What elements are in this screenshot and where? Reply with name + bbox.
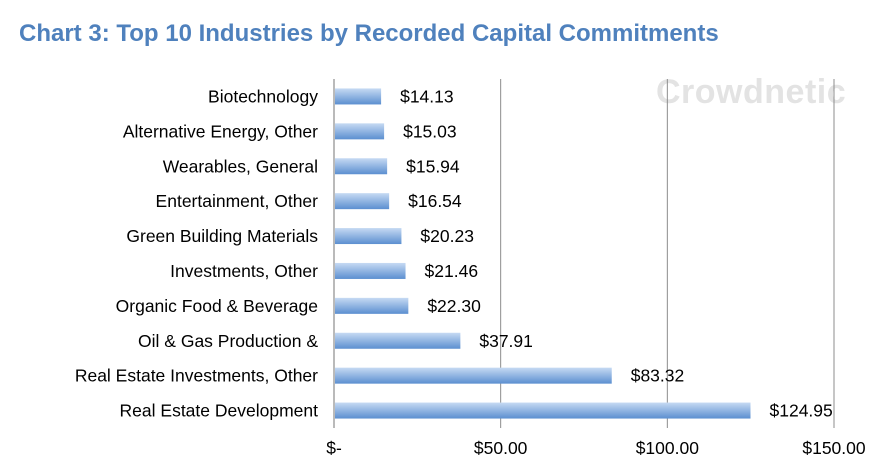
value-label: $20.23: [420, 226, 474, 246]
category-label: Entertainment, Other: [156, 191, 319, 211]
category-label: Oil & Gas Production &: [138, 331, 318, 351]
crowdnetic-watermark: Crowdnetic: [656, 73, 847, 111]
bar: [335, 158, 388, 175]
category-label: Wearables, General: [163, 156, 318, 176]
bar: [335, 402, 751, 419]
value-label: $83.32: [631, 366, 685, 386]
category-label: Real Estate Investments, Other: [75, 366, 318, 386]
value-label: $15.03: [403, 121, 457, 141]
category-label: Real Estate Development: [120, 401, 319, 421]
value-label: $15.94: [406, 156, 460, 176]
category-label: Alternative Energy, Other: [123, 121, 318, 141]
value-label: $14.13: [400, 86, 454, 106]
category-label: Biotechnology: [208, 86, 318, 106]
bar: [335, 88, 382, 105]
category-label: Green Building Materials: [126, 226, 318, 246]
bar: [335, 332, 461, 349]
category-label: Investments, Other: [170, 261, 318, 281]
x-tick-label: $150.00: [802, 438, 866, 458]
category-label: Organic Food & Beverage: [116, 296, 318, 316]
value-label: $21.46: [425, 261, 479, 281]
value-label: $37.91: [479, 331, 533, 351]
x-tick-label: $50.00: [474, 438, 528, 458]
value-label: $16.54: [408, 191, 462, 211]
value-label: $124.95: [770, 401, 833, 421]
bar: [335, 193, 390, 210]
bar: [335, 367, 612, 384]
bar: [335, 297, 409, 314]
x-tick-label: $-: [326, 438, 342, 458]
bar: [335, 228, 402, 245]
value-label: $22.30: [427, 296, 481, 316]
x-tick-label: $100.00: [636, 438, 700, 458]
bar: [335, 262, 406, 279]
bar: [335, 123, 385, 140]
chart-title: Chart 3: Top 10 Industries by Recorded C…: [19, 20, 719, 47]
